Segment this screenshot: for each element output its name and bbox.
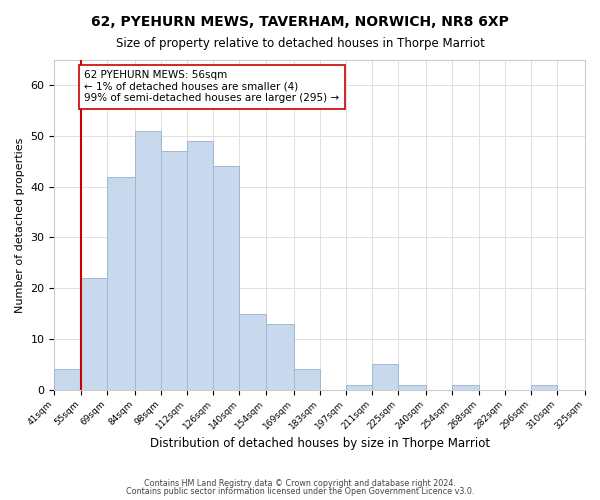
Bar <box>55 370 80 390</box>
Bar <box>239 314 266 390</box>
X-axis label: Distribution of detached houses by size in Thorpe Marriot: Distribution of detached houses by size … <box>149 437 490 450</box>
Bar <box>585 384 600 390</box>
Bar <box>213 166 239 390</box>
Y-axis label: Number of detached properties: Number of detached properties <box>15 137 25 312</box>
Bar <box>135 131 161 390</box>
Text: Contains public sector information licensed under the Open Government Licence v3: Contains public sector information licen… <box>126 487 474 496</box>
Text: 62 PYEHURN MEWS: 56sqm
← 1% of detached houses are smaller (4)
99% of semi-detac: 62 PYEHURN MEWS: 56sqm ← 1% of detached … <box>84 70 340 103</box>
Bar <box>452 384 479 390</box>
Bar <box>161 152 187 390</box>
Bar <box>293 370 320 390</box>
Bar <box>187 141 213 390</box>
Bar <box>346 384 372 390</box>
Bar <box>372 364 398 390</box>
Text: 62, PYEHURN MEWS, TAVERHAM, NORWICH, NR8 6XP: 62, PYEHURN MEWS, TAVERHAM, NORWICH, NR8… <box>91 15 509 29</box>
Text: Size of property relative to detached houses in Thorpe Marriot: Size of property relative to detached ho… <box>116 38 484 51</box>
Bar <box>398 384 426 390</box>
Text: Contains HM Land Registry data © Crown copyright and database right 2024.: Contains HM Land Registry data © Crown c… <box>144 478 456 488</box>
Bar <box>80 278 107 390</box>
Bar <box>107 176 135 390</box>
Bar <box>266 324 293 390</box>
Bar <box>531 384 557 390</box>
